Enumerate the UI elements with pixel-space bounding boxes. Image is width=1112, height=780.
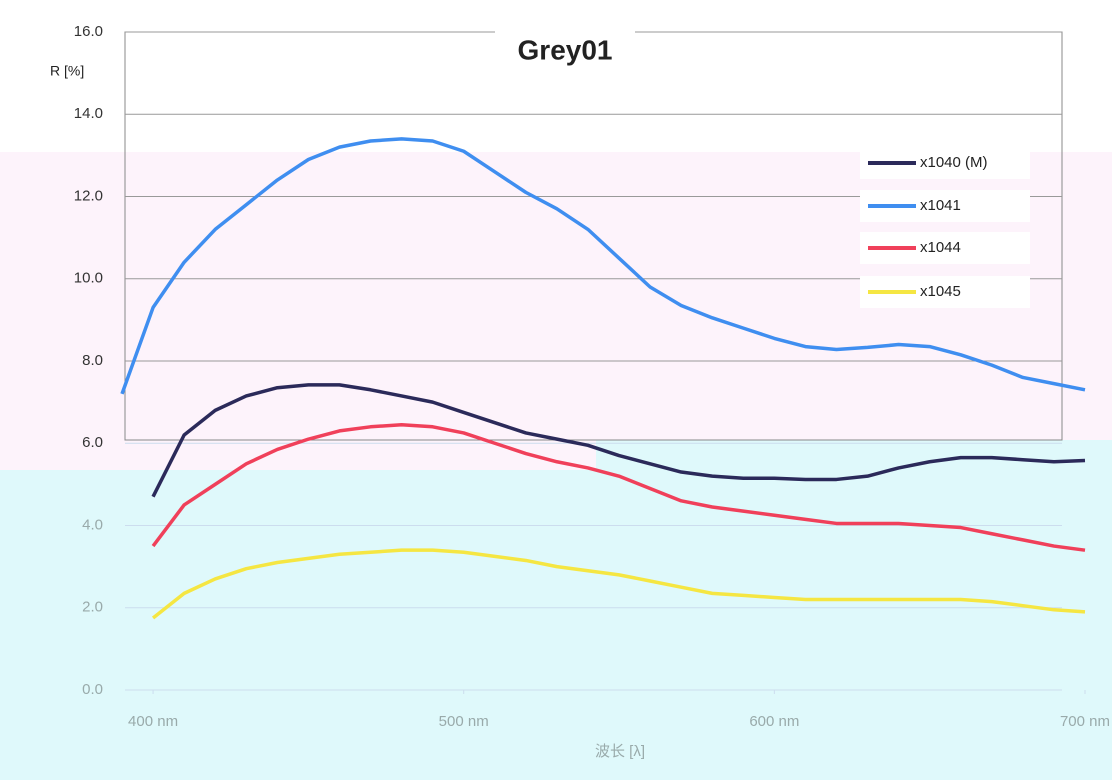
series-line — [151, 383, 1086, 498]
y-tick-label: 4.0 — [82, 516, 103, 533]
legend-label: x1045 — [920, 283, 961, 300]
x-axis-label: 波长 [λ] — [595, 743, 645, 760]
y-axis-label: R [%] — [50, 63, 84, 79]
y-tick-label: 16.0 — [74, 23, 103, 40]
legend-label: x1041 — [920, 197, 961, 214]
x-tick-label: 400 nm — [128, 713, 178, 730]
series-line — [151, 548, 1086, 620]
series-line — [151, 422, 1086, 552]
y-tick-label: 14.0 — [74, 105, 103, 122]
overlay-band — [596, 440, 1112, 470]
x-tick-label: 600 nm — [749, 713, 799, 730]
legend-label: x1044 — [920, 239, 961, 256]
x-tick-label: 700 nm — [1060, 713, 1110, 730]
y-tick-label: 0.0 — [82, 681, 103, 698]
legend-label: x1040 (M) — [920, 154, 988, 171]
overlay-band — [0, 470, 1112, 780]
y-tick-label: 2.0 — [82, 599, 103, 616]
y-tick-label: 6.0 — [82, 434, 103, 451]
x-tick-label: 500 nm — [439, 713, 489, 730]
y-tick-label: 10.0 — [74, 270, 103, 287]
series-line — [120, 137, 1086, 395]
y-tick-label: 8.0 — [82, 352, 103, 369]
title-box — [495, 18, 635, 58]
y-tick-label: 12.0 — [74, 187, 103, 204]
chart-title: Grey01 — [518, 34, 613, 65]
